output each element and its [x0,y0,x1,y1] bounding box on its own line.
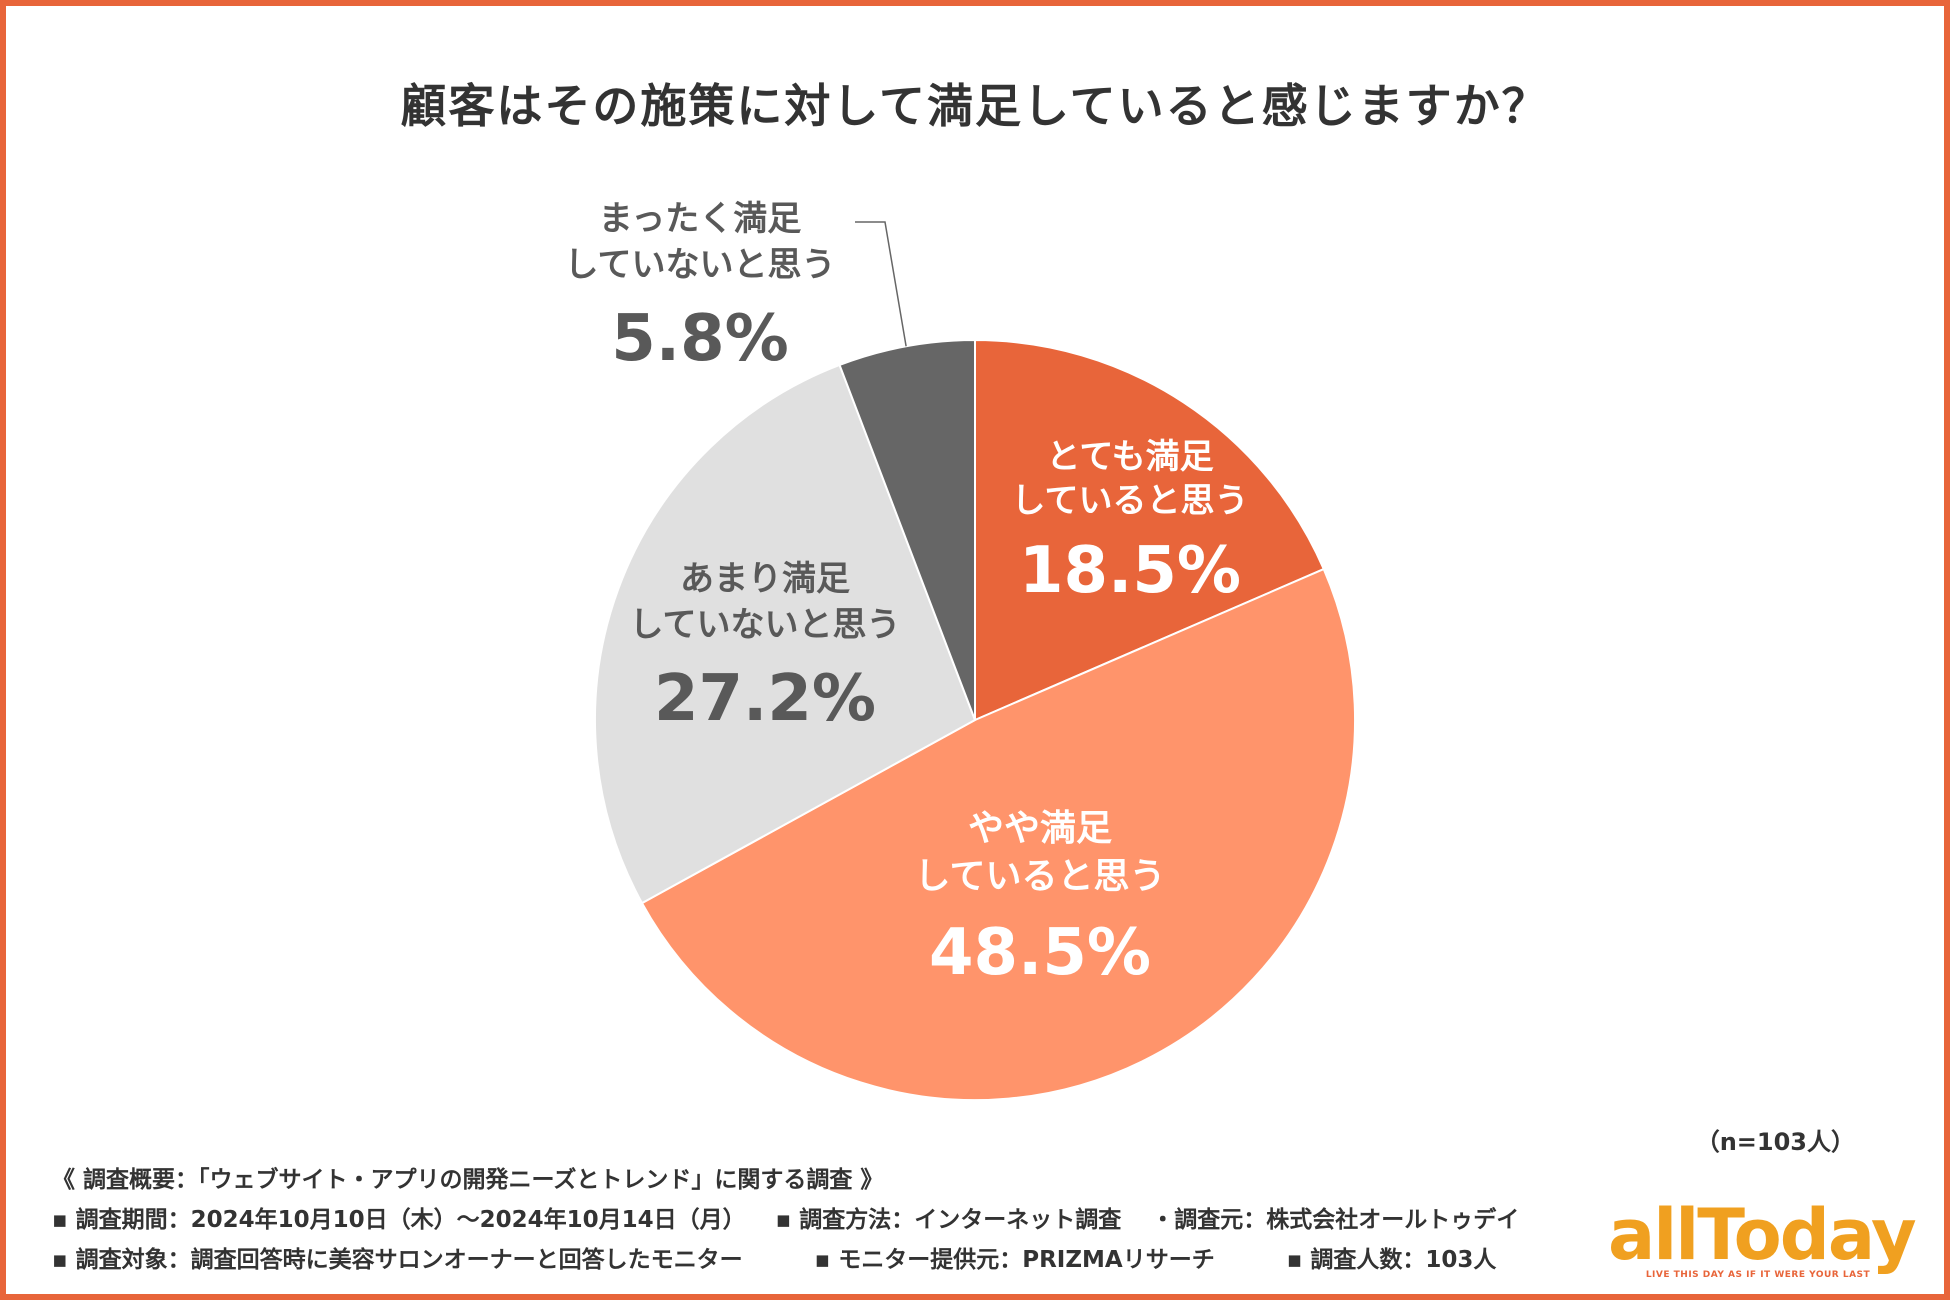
survey-period: ▪ 調査期間：2024年10月10日（木）〜2024年10月14日（月） [52,1207,746,1233]
slice-label-3-line-0: まったく満足 [599,199,802,239]
slice-label-2-line-0: あまり満足 [680,559,850,599]
slice-value-3: 5.8% [611,302,789,376]
survey-source: ・調査元：株式会社オールトゥデイ [1151,1207,1520,1233]
leader-line [855,221,907,347]
slice-label-0-line-1: していると思う [1012,481,1249,521]
survey-target: ▪ 調査対象：調査回答時に美容サロンオーナーと回答したモニター [52,1247,743,1273]
slice-label-2-line-1: していないと思う [630,605,901,645]
pie-slice-1 [640,567,1357,1102]
survey-footer: 《 調査概要：「ウェブサイト・アプリの開発ニーズとトレンド」に関する調査 》 ▪… [52,1160,1541,1280]
slice-value-0: 18.5% [1019,534,1241,608]
pie-slice-3 [838,338,976,721]
survey-provider: ▪ モニター提供元：PRIZMAリサーチ [814,1247,1215,1273]
slice-label-3-line-1: していないと思う [565,245,836,285]
slice-value-2: 27.2% [654,662,876,736]
logo-wordmark: allToday [1608,1194,1917,1276]
slice-label-1-line-0: やや満足 [968,808,1112,849]
slice-value-1: 48.5% [929,916,1151,990]
slice-label-1-line-1: していると思う [915,856,1166,897]
pie-slice-2 [594,363,977,905]
survey-count: ▪ 調査人数：103人 [1286,1247,1497,1273]
pie-slice-0 [974,338,1326,722]
footer-row-2: ▪ 調査対象：調査回答時に美容サロンオーナーと回答したモニター ▪ モニター提供… [52,1240,1541,1280]
survey-method: ▪ 調査方法：インターネット調査 [775,1207,1122,1233]
footer-row-1: ▪ 調査期間：2024年10月10日（木）〜2024年10月14日（月） ▪ 調… [52,1200,1541,1240]
logo-tagline: LIVE THIS DAY AS IF IT WERE YOUR LAST [1645,1270,1871,1280]
survey-summary: 《 調査概要：「ウェブサイト・アプリの開発ニーズとトレンド」に関する調査 》 [52,1167,884,1193]
sample-size-note: （n=103人） [1695,1128,1855,1156]
alltoday-logo: allToday LIVE THIS DAY AS IF IT WERE YOU… [1608,1194,1917,1280]
chart-title: 顧客はその施策に対して満足していると感じますか？ [400,79,1550,133]
slice-label-0-line-0: とても満足 [1046,437,1213,477]
